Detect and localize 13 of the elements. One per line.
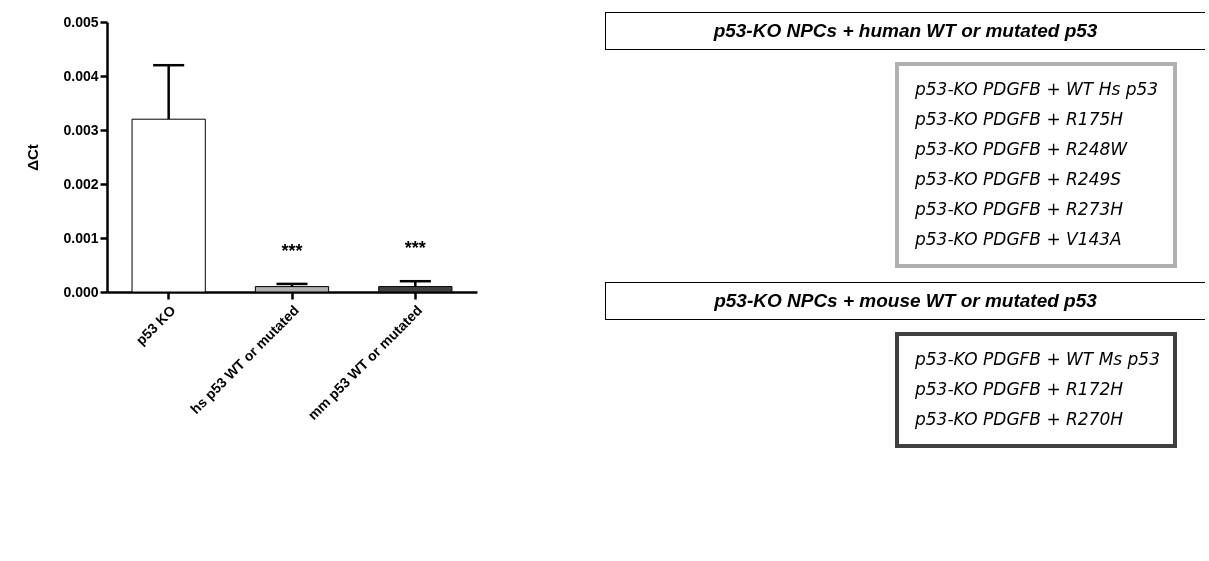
y-tick-label: 0.004 <box>63 67 99 84</box>
y-tick-label: 0.001 <box>63 229 99 246</box>
y-tick-label: 0.002 <box>63 175 99 192</box>
y-tick-label: 0.003 <box>63 121 99 138</box>
y-axis-title: ΔCt <box>24 144 42 171</box>
y-tick-label: 0.005 <box>63 13 99 30</box>
annotation: *** <box>281 240 303 261</box>
text: p53-KO NPCs + mouse WT or mutated p53 <box>605 282 1205 320</box>
text: p53-KO NPCs + human WT or mutated p53 <box>605 12 1205 50</box>
text: p53-KO PDGFB + WT Hs p53 p53-KO PDGFB + R175H p53-KO PDGFB + R248W p53-KO PDGFB + R249S p53-KO PDGFB + R273H p53-KO PDGFB + V143A <box>915 78 1160 251</box>
annotation: *** <box>404 238 426 259</box>
y-tick-label: 0.000 <box>63 283 99 300</box>
text: p53-KO PDGFB + WT Ms p53 p53-KO PDGFB + R172H p53-KO PDGFB + R270H <box>915 348 1161 431</box>
